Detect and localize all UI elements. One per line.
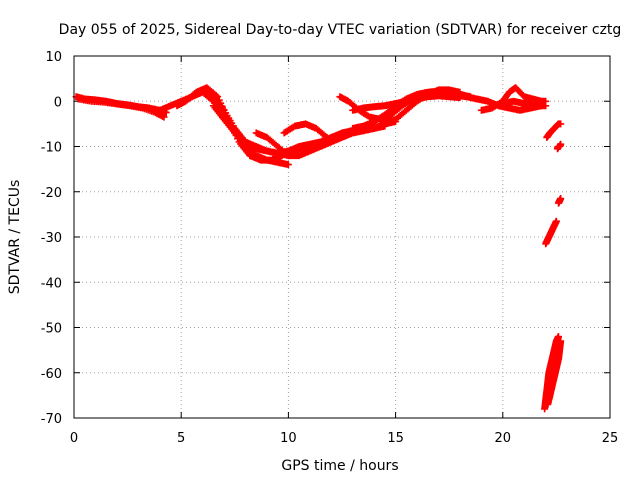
y-tick-label: -60 (41, 367, 62, 382)
data-point-markers (156, 88, 292, 169)
series-track-i (280, 120, 331, 141)
x-tick-label: 5 (177, 431, 185, 446)
data-layer (72, 84, 565, 413)
x-tick-label: 0 (70, 431, 78, 446)
data-point-markers (370, 86, 464, 132)
series-track-u (544, 337, 565, 408)
series-track-r (555, 195, 565, 207)
chart-title: Day 055 of 2025, Sidereal Day-to-day VTE… (59, 22, 622, 38)
series-track-p (543, 120, 565, 141)
y-tick-label: -40 (41, 276, 62, 291)
y-tick-label: 0 (54, 95, 62, 110)
series-track-s (542, 217, 560, 248)
y-tick-label: -20 (41, 186, 62, 201)
data-point-markers (554, 140, 565, 153)
data-point-markers (555, 195, 565, 207)
data-point-markers (280, 120, 331, 141)
data-point-markers (74, 95, 168, 121)
data-point-markers (541, 333, 562, 413)
series-track-o (488, 97, 550, 110)
y-tick-label: -10 (41, 141, 62, 156)
data-point-markers (542, 217, 560, 248)
x-tick-label: 25 (602, 431, 619, 446)
data-point-markers (543, 120, 565, 141)
tick-layer: 0 5 10 15 20 25 10 0 -10 -20 -30 -40 -50 -60 -70 (41, 50, 619, 446)
grid-layer (74, 56, 610, 418)
data-point-markers (177, 86, 292, 160)
series-track-q (554, 140, 565, 153)
x-axis-label: GPS time / hours (281, 458, 398, 474)
y-tick-label: -50 (41, 322, 62, 337)
series-track-c (156, 88, 292, 169)
series-track-m (370, 86, 464, 132)
data-point-markers (488, 97, 550, 110)
x-tick-label: 10 (280, 431, 297, 446)
series-track-e (177, 86, 292, 160)
plot-frame (73, 55, 611, 419)
x-tick-label: 15 (387, 431, 404, 446)
y-axis-label: SDTVAR / TECUs (7, 180, 23, 295)
series-track-t (541, 333, 562, 413)
y-tick-label: 10 (45, 50, 62, 65)
y-tick-label: -70 (41, 412, 62, 427)
data-point-markers (544, 337, 565, 408)
y-tick-label: -30 (41, 231, 62, 246)
x-tick-label: 20 (495, 431, 512, 446)
series-track-b (74, 95, 168, 121)
